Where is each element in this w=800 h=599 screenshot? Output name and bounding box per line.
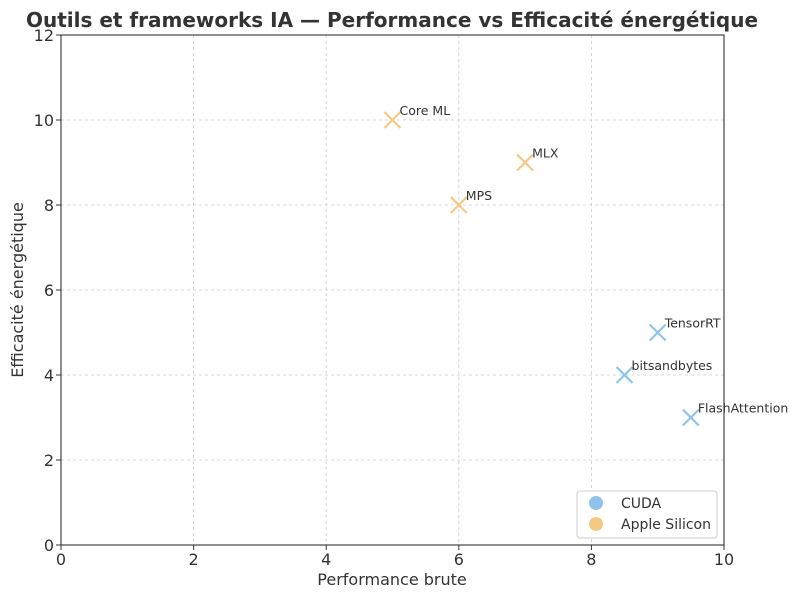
x-tick-label: 4 (321, 550, 331, 569)
point-label: TensorRT (664, 316, 721, 331)
x-axis-label: Performance brute (317, 570, 466, 589)
legend: CUDA Apple Silicon (576, 490, 718, 539)
point-label: MLX (532, 146, 559, 161)
data-point (516, 153, 534, 172)
point-label: bitsandbytes (632, 358, 713, 373)
x-tick-label: 2 (189, 550, 199, 569)
data-point (383, 111, 402, 129)
x-tick-label: 10 (714, 550, 734, 569)
chart-title: Outils et frameworks IA — Performance vs… (26, 8, 758, 32)
y-tick-label: 6 (44, 281, 54, 300)
y-tick-label: 12 (34, 26, 54, 45)
y-tick-label: 2 (44, 451, 54, 470)
legend-marker (589, 517, 603, 531)
legend-label: CUDA (621, 496, 662, 512)
y-axis-label: Efficacité énergétique (8, 202, 27, 378)
point-label: FlashAttention (698, 401, 788, 416)
y-tick-label: 10 (34, 111, 54, 130)
x-tick-label: 6 (454, 550, 464, 569)
data-point (450, 196, 468, 214)
data-points: TensorRT bitsandbytes FlashAttention Core M… (383, 103, 788, 427)
legend-marker (589, 496, 603, 510)
data-point (648, 323, 667, 342)
y-tick-label: 4 (44, 366, 54, 385)
point-label: Core ML (400, 103, 451, 118)
y-tick-label: 0 (44, 536, 54, 555)
x-tick-label: 0 (56, 550, 66, 569)
point-label: MPS (466, 188, 492, 203)
grid (60, 34, 725, 546)
data-point (615, 366, 634, 384)
x-tick-label: 8 (586, 550, 596, 569)
y-tick-label: 8 (44, 196, 54, 215)
legend-box (576, 490, 718, 539)
legend-label: Apple Silicon (621, 517, 711, 533)
data-point (682, 408, 700, 427)
axis-ticks: 0 2 4 6 8 10 0 2 4 6 8 10 12 (34, 26, 735, 569)
